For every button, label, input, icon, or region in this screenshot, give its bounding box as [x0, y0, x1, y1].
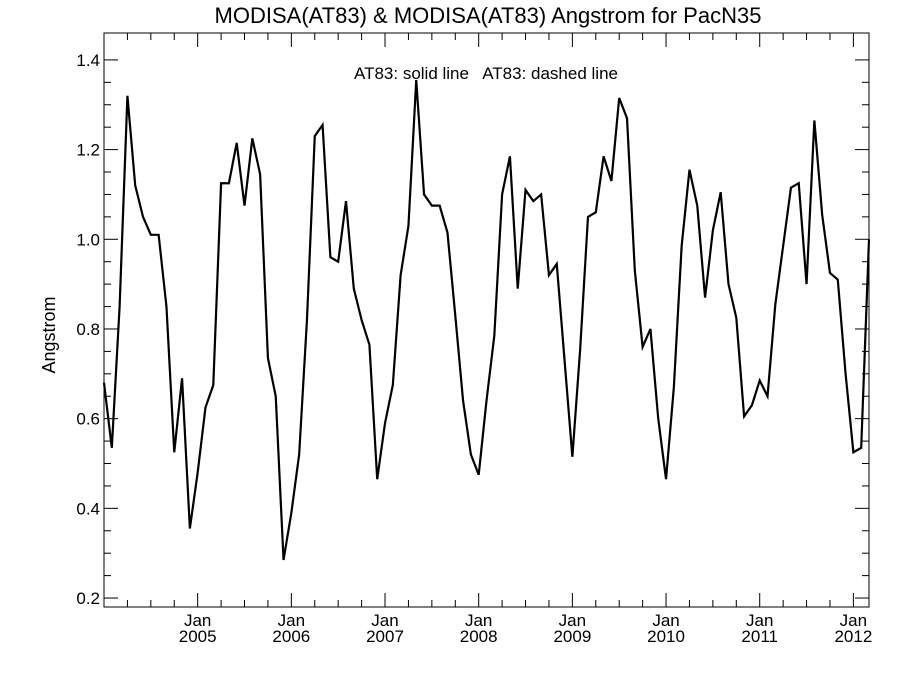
x-tick-label-year: 2006 — [272, 627, 310, 646]
y-tick-label: 0.4 — [76, 499, 100, 518]
x-tick-label-month: Jan — [840, 611, 867, 630]
y-axis-label: Angstrom — [39, 296, 59, 373]
series-layer — [102, 80, 871, 561]
x-tick-label-year: 2009 — [553, 627, 591, 646]
x-tick-label-month: Jan — [184, 611, 211, 630]
y-tick-label: 1.2 — [76, 141, 100, 160]
line-style-annotation: AT83: solid line AT83: dashed line — [354, 64, 618, 83]
x-tick-label-year: 2005 — [179, 627, 217, 646]
x-tick-label-month: Jan — [652, 611, 679, 630]
x-tick-label-month: Jan — [465, 611, 492, 630]
x-tick-label-month: Jan — [746, 611, 773, 630]
series-line-solid — [102, 80, 871, 561]
x-tick-label-year: 2011 — [741, 627, 778, 646]
plot-frame — [103, 32, 870, 608]
y-tick-label: 1.0 — [76, 230, 100, 249]
x-tick-label-month: Jan — [559, 611, 586, 630]
x-tick-label-year: 2012 — [834, 627, 872, 646]
y-tick-label: 0.8 — [76, 320, 100, 339]
axis-ticks — [103, 33, 869, 607]
y-tick-label: 1.4 — [76, 51, 100, 70]
x-tick-label-year: 2010 — [647, 627, 685, 646]
y-tick-label: 0.2 — [76, 589, 100, 608]
tick-labels: 0.20.40.60.81.01.21.4Jan2005Jan2006Jan20… — [76, 51, 872, 646]
chart-title: MODISA(AT83) & MODISA(AT83) Angstrom for… — [215, 3, 762, 28]
x-tick-label-month: Jan — [278, 611, 305, 630]
x-tick-label-month: Jan — [371, 611, 398, 630]
x-tick-label-year: 2007 — [366, 627, 404, 646]
x-tick-label-year: 2008 — [460, 627, 498, 646]
y-tick-label: 0.6 — [76, 410, 100, 429]
